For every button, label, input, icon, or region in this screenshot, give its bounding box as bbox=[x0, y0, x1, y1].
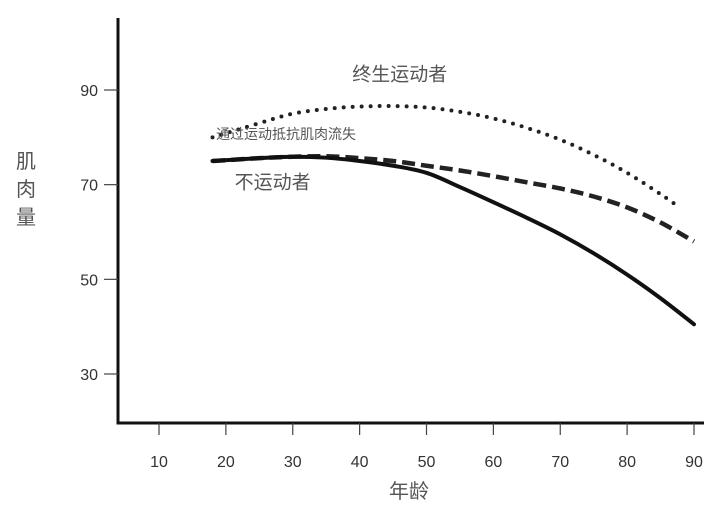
annotation-label: 不运动者 bbox=[235, 171, 311, 193]
tick-labels: 30 50 70 90 10 20 30 40 50 60 70 80 90 bbox=[80, 83, 703, 471]
y-tick-label: 70 bbox=[80, 178, 98, 195]
x-tick-label: 30 bbox=[284, 454, 302, 471]
series-line-exercise-resisting-loss bbox=[212, 153, 696, 244]
y-tick-label: 50 bbox=[80, 272, 98, 289]
y-tick-label: 90 bbox=[80, 83, 98, 100]
series-line-lifelong-exerciser bbox=[210, 104, 683, 211]
series-line-non-exerciser bbox=[210, 154, 696, 327]
x-tick-label: 80 bbox=[618, 454, 636, 471]
x-axis-title: 年龄 bbox=[389, 479, 429, 503]
axes bbox=[104, 18, 704, 435]
x-tick-label: 60 bbox=[484, 454, 502, 471]
x-tick-label: 10 bbox=[150, 454, 168, 471]
annotation-label: 通过运动抵抗肌肉流失 bbox=[216, 127, 356, 143]
x-tick-label: 50 bbox=[418, 454, 436, 471]
x-tick-label: 70 bbox=[551, 454, 569, 471]
y-tick-label: 30 bbox=[80, 367, 98, 384]
x-tick-label: 40 bbox=[351, 454, 369, 471]
series-lines bbox=[210, 104, 696, 327]
annotation-label: 终生运动者 bbox=[352, 64, 447, 86]
y-axis-title: 肌肉量 bbox=[16, 149, 36, 229]
x-tick-label: 90 bbox=[685, 454, 703, 471]
x-tick-label: 20 bbox=[217, 454, 235, 471]
